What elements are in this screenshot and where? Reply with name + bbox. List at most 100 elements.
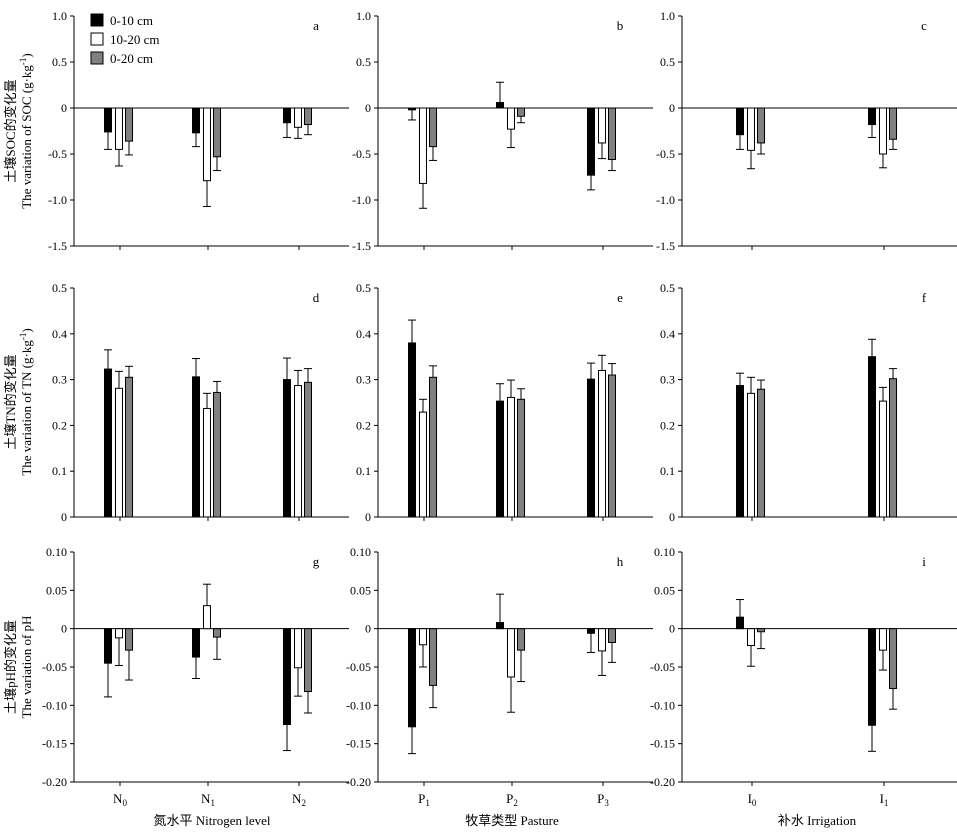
bar bbox=[429, 376, 437, 518]
legend-swatch bbox=[90, 51, 104, 65]
legend-swatch bbox=[90, 32, 104, 46]
y-tick-label: -0.10 bbox=[346, 698, 371, 712]
bar bbox=[294, 107, 302, 128]
legend: 0-10 cm 10-20 cm 0-20 cm bbox=[90, 13, 159, 66]
y-tick-label: -1.5 bbox=[48, 239, 67, 253]
panel-f: 0.5 0.4 0.3 0.2 0.1 0 f bbox=[660, 281, 957, 524]
y-tick-label: 0.10 bbox=[654, 545, 675, 559]
y-tick-label: 0.2 bbox=[356, 418, 371, 432]
y-tick-label: 0.2 bbox=[52, 418, 67, 432]
bar bbox=[757, 388, 765, 518]
legend-label: 0-10 cm bbox=[110, 13, 153, 28]
bar bbox=[115, 107, 123, 150]
bar bbox=[125, 107, 133, 142]
ylabel-cn: 土壤SOC的变化量 bbox=[3, 79, 18, 182]
y-tick-label: -0.05 bbox=[650, 660, 675, 674]
bar bbox=[598, 107, 606, 144]
x-tick-label: N1 bbox=[201, 791, 215, 808]
ylabel-en: The variation of TN (g·kg-1) bbox=[18, 328, 34, 475]
bar bbox=[192, 376, 200, 518]
y-tick-label: 1.0 bbox=[52, 9, 67, 23]
x-tick-label: N0 bbox=[113, 791, 127, 808]
bar bbox=[507, 396, 515, 518]
x-tick-label: I0 bbox=[748, 791, 757, 808]
bar bbox=[115, 387, 123, 518]
y-tick-label: 0.5 bbox=[660, 55, 675, 69]
y-tick-label: -0.05 bbox=[346, 660, 371, 674]
bar bbox=[283, 379, 291, 518]
bar bbox=[496, 101, 504, 109]
panel-h: 0.10 0.05 0 -0.05 -0.10 -0.15 -0.20 P1 P2 P3 h bbox=[346, 545, 653, 808]
row-ylabel: 土壤SOC的变化量 The variation of SOC (g·kg-1) bbox=[3, 53, 34, 209]
y-tick-label: -0.20 bbox=[346, 775, 371, 789]
bar bbox=[736, 385, 744, 518]
y-tick-label: 0 bbox=[365, 101, 371, 115]
panel-letter: f bbox=[922, 290, 927, 305]
y-tick-label: -0.15 bbox=[650, 737, 675, 751]
panel-letter: g bbox=[313, 554, 320, 569]
bar bbox=[419, 411, 427, 518]
y-tick-label: -0.20 bbox=[650, 775, 675, 789]
y-tick-label: -0.05 bbox=[42, 660, 67, 674]
y-tick-label: 0.10 bbox=[350, 545, 371, 559]
y-tick-label: 0.2 bbox=[660, 418, 675, 432]
y-tick-label: 0 bbox=[61, 622, 67, 636]
bar bbox=[125, 628, 133, 651]
bar bbox=[587, 628, 595, 634]
bar bbox=[115, 628, 123, 639]
panel-letter: d bbox=[313, 290, 320, 305]
bar bbox=[419, 628, 427, 646]
y-tick-label: 0.1 bbox=[660, 464, 675, 478]
y-tick-label: -1.5 bbox=[656, 239, 675, 253]
bar bbox=[736, 107, 744, 136]
legend-label: 10-20 cm bbox=[110, 32, 159, 47]
col-xlabel: 氮水平 Nitrogen level bbox=[154, 813, 271, 828]
bar bbox=[879, 107, 887, 155]
bar bbox=[517, 107, 525, 117]
bar bbox=[868, 107, 876, 126]
y-tick-label: 0.1 bbox=[52, 464, 67, 478]
bar bbox=[192, 107, 200, 134]
y-tick-label: 0.5 bbox=[660, 281, 675, 295]
y-tick-label: -1.5 bbox=[352, 239, 371, 253]
bar bbox=[598, 628, 606, 652]
y-tick-label: 0.3 bbox=[356, 373, 371, 387]
bar bbox=[747, 107, 755, 151]
x-tick-label: P1 bbox=[418, 791, 430, 808]
bar bbox=[283, 107, 291, 124]
y-tick-label: 0.3 bbox=[52, 373, 67, 387]
bar bbox=[203, 605, 211, 630]
bar bbox=[608, 107, 616, 161]
legend-label: 0-20 cm bbox=[110, 51, 153, 66]
row-ylabel: 土壤TN的变化量 The variation of TN (g·kg-1) bbox=[3, 328, 34, 475]
bar bbox=[757, 107, 765, 144]
bar bbox=[879, 628, 887, 651]
row-ylabel: 土壤pH的变化量 The variation of pH bbox=[3, 616, 34, 719]
axis-labels-layer: 土壤SOC的变化量 The variation of SOC (g·kg-1)土壤… bbox=[3, 53, 857, 828]
bar bbox=[507, 628, 515, 678]
bar bbox=[203, 407, 211, 518]
panel-letter: c bbox=[921, 18, 927, 33]
y-tick-label: 0.05 bbox=[350, 583, 371, 597]
panel-letter: b bbox=[617, 18, 624, 33]
panels-layer: 1.0 0.5 0 -0.5 -1.0 -1.5 a 1.0 0.5 0 -0.5 -1.0 -1.5 b… bbox=[42, 9, 957, 808]
panel-e: 0.5 0.4 0.3 0.2 0.1 0 e bbox=[356, 281, 653, 524]
y-tick-label: 0.5 bbox=[52, 55, 67, 69]
panel-g: 0.10 0.05 0 -0.05 -0.10 -0.15 -0.20 N0 N1 N2 g bbox=[42, 545, 349, 808]
bar bbox=[304, 628, 312, 693]
bar bbox=[747, 392, 755, 518]
panel-letter: h bbox=[617, 554, 624, 569]
bar bbox=[517, 398, 525, 518]
y-tick-label: 0.10 bbox=[46, 545, 67, 559]
bar bbox=[757, 628, 765, 633]
bar bbox=[868, 628, 876, 726]
bar bbox=[429, 628, 437, 686]
y-tick-label: 0.4 bbox=[356, 327, 371, 341]
y-tick-label: 0 bbox=[365, 510, 371, 524]
bar bbox=[104, 368, 112, 518]
y-tick-label: -1.0 bbox=[352, 193, 371, 207]
y-tick-label: 0 bbox=[365, 622, 371, 636]
bar bbox=[213, 107, 221, 158]
bar bbox=[587, 107, 595, 176]
